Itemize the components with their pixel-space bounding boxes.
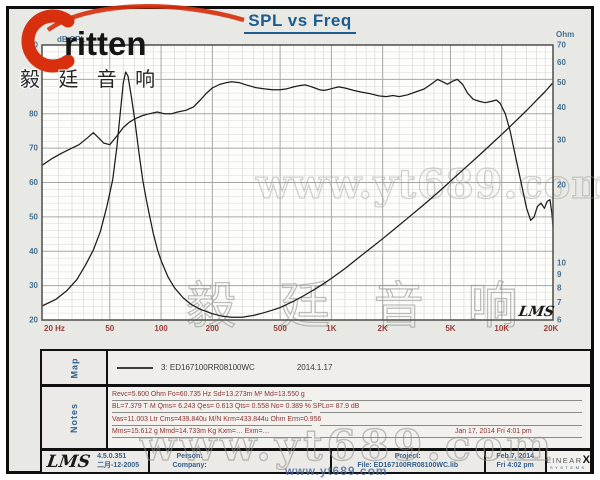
svg-text:60: 60	[29, 178, 38, 187]
ohm-axis-label: Ohm	[556, 30, 574, 39]
note-measure-date: Jan 17, 2014 Fri 4:01 pm	[455, 427, 532, 435]
file-label: File: ED167100RR08100WC.lib	[357, 461, 459, 469]
company-label: Company:	[172, 461, 207, 469]
svg-text:8: 8	[557, 283, 562, 292]
svg-text:20 Hz: 20 Hz	[44, 324, 65, 333]
note-row: Revc=5.600 Ohm Fo=60.735 Hz Sd=13.273m M…	[112, 389, 586, 402]
plot-border	[41, 44, 554, 321]
chart-title-wrap: SPL vs Freq	[0, 11, 600, 34]
footer-person-cell: Person: Company:	[150, 451, 332, 472]
footer-project-cell: Project: File: ED167100RR08100WC.lib	[332, 451, 486, 472]
linearx-logo: LINEARX	[546, 453, 590, 466]
legend-curve-name: 3: ED167100RR08100WC	[161, 363, 255, 372]
svg-text:100: 100	[25, 41, 39, 50]
print-date: Feb 7, 2014	[496, 453, 535, 460]
svg-text:2K: 2K	[378, 324, 388, 333]
print-time: Fri 4:02 pm	[496, 461, 534, 469]
footer-lms-version-cell: LMS 4.5.0.351 二月-12-2005	[42, 451, 150, 472]
note-rule	[320, 424, 582, 426]
svg-text:90: 90	[29, 75, 38, 84]
svg-text:20: 20	[557, 181, 566, 190]
svg-text:50: 50	[29, 212, 38, 221]
footer-bar: LMS 4.5.0.351 二月-12-2005 Person: Company…	[40, 449, 592, 474]
x-tick-labels: 20 Hz 50 100 200 500 1K 2K 5K 10K 20K	[44, 324, 559, 333]
svg-text:70: 70	[29, 144, 38, 153]
notes-content: Revc=5.600 Ohm Fo=60.735 Hz Sd=13.273m M…	[108, 387, 590, 450]
note-rule	[320, 412, 582, 414]
watermark-tiny-bottom: www.yt689.com	[285, 464, 388, 478]
legend-curve-date: 2014.1.17	[296, 363, 333, 372]
note-row: Mms=15.612 g Mmd=14.733m Kg Kxm=… Exm=… …	[112, 426, 586, 438]
db-spl-axis-label: dB SPL	[57, 35, 86, 44]
legend-row: 3: ED167100RR08100WC 2014.1.17	[108, 351, 590, 384]
svg-text:60: 60	[557, 58, 566, 67]
curve-spl	[41, 78, 554, 228]
notes-panel: Notes Revc=5.600 Ohm Fo=60.735 Hz Sd=13.…	[40, 385, 592, 450]
svg-text:40: 40	[557, 103, 566, 112]
linearx-systems-subtext: SYSTEMS	[549, 464, 587, 470]
svg-text:7: 7	[557, 298, 562, 307]
watermark-mid-text: www.yt689.com	[255, 161, 600, 208]
svg-text:30: 30	[29, 281, 38, 290]
svg-text:30: 30	[557, 135, 566, 144]
grid-minor	[42, 45, 553, 320]
page-title: SPL vs Freq	[244, 11, 356, 34]
notes-panel-label-cell: Notes	[42, 387, 108, 448]
lms-inplot-logo: LMS	[516, 304, 555, 320]
watermark-cn-text: 毅 廷 音 响	[186, 277, 532, 335]
note-date: Jan 17, 2014 Fri 4:01 pm	[320, 426, 582, 438]
lms-version: 4.5.0.351	[97, 453, 127, 460]
svg-text:10K: 10K	[494, 324, 509, 333]
lms-version-date: 二月-12-2005	[97, 461, 140, 469]
y-right-tick-labels: 70 60 50 40 30 20 10 9 8 7 6	[557, 41, 566, 325]
map-panel: Map 3: ED167100RR08100WC 2014.1.17	[40, 349, 592, 386]
svg-text:9: 9	[557, 270, 562, 279]
svg-text:50: 50	[557, 78, 566, 87]
svg-text:70: 70	[557, 41, 566, 50]
note-row: BL=7.379 T·M Qms= 6.243 Qes= 0.613 Qts= …	[112, 401, 586, 414]
person-label: Person:	[176, 453, 203, 460]
note-line-2: BL=7.379 T·M Qms= 6.243 Qes= 0.613 Qts= …	[112, 401, 359, 414]
curves	[41, 71, 554, 318]
notes-label: Notes	[68, 402, 79, 433]
svg-text:40: 40	[29, 247, 38, 256]
svg-text:20: 20	[29, 316, 38, 325]
svg-text:200: 200	[206, 324, 220, 333]
footer-datetime-cell: Feb 7, 2014 Fri 4:02 pm	[486, 451, 547, 472]
note-line-3: Vas=11.003 Ltr Cms=439.840u M/N Krm=433.…	[112, 414, 321, 426]
curve-impedance	[41, 71, 554, 318]
svg-text:1K: 1K	[326, 324, 336, 333]
legend-line-sample-icon	[117, 366, 153, 369]
svg-text:10: 10	[557, 258, 566, 267]
map-label: Map	[69, 357, 79, 378]
grid-major	[42, 45, 553, 320]
svg-text:50: 50	[105, 324, 114, 333]
map-panel-label-cell: Map	[42, 351, 108, 384]
svg-text:100: 100	[154, 324, 168, 333]
note-rule	[320, 400, 582, 402]
note-line-1: Revc=5.600 Ohm Fo=60.735 Hz Sd=13.273m M…	[112, 389, 312, 402]
svg-text:6: 6	[557, 316, 562, 325]
note-line-4: Mms=15.612 g Mmd=14.733m Kg Kxm=… Exm=…	[112, 426, 312, 438]
svg-text:20K: 20K	[544, 324, 559, 333]
svg-text:80: 80	[29, 109, 38, 118]
project-label: Project:	[394, 453, 421, 460]
y-left-tick-labels: 100 90 80 70 60 50 40 30 20	[25, 41, 39, 325]
svg-text:5K: 5K	[445, 324, 455, 333]
note-row: Vas=11.003 Ltr Cms=439.840u M/N Krm=433.…	[112, 413, 586, 426]
watermark-mid: www.yt689.com 毅 廷 音 响	[185, 160, 600, 335]
lms-logo: LMS	[45, 451, 92, 472]
svg-text:500: 500	[273, 324, 287, 333]
linearx-logo-cell: LINEARX SYSTEMS	[546, 451, 590, 472]
